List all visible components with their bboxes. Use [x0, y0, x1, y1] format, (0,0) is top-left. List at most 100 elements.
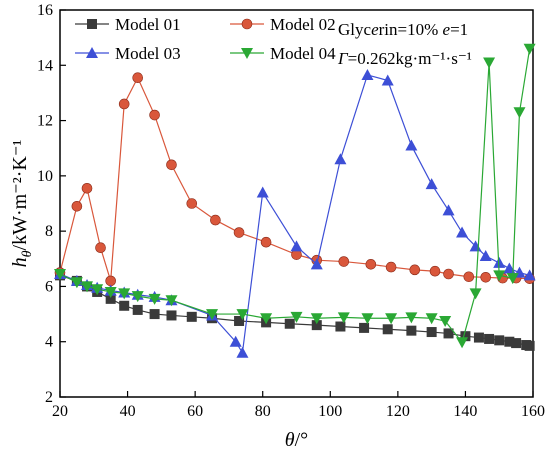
legend-item: Model 04: [230, 44, 336, 63]
data-point: [206, 309, 219, 321]
data-point: [405, 139, 418, 151]
legend-item: Model 02: [230, 15, 336, 34]
data-point: [382, 324, 393, 335]
data-point: [256, 186, 269, 198]
data-point: [456, 337, 469, 349]
data-point: [469, 288, 482, 300]
data-point: [166, 159, 177, 171]
data-point: [118, 98, 130, 110]
data-point: [105, 293, 116, 304]
data-point: [484, 333, 495, 344]
data-point: [284, 318, 295, 329]
x-tick-label: 100: [318, 403, 342, 420]
annotation-flow-rate: Γ=0.262kg·m⁻¹·s⁻¹: [337, 49, 472, 68]
y-tick-label: 6: [45, 278, 53, 295]
data-point: [337, 312, 350, 324]
legend-marker: [241, 18, 253, 30]
data-point: [385, 313, 398, 325]
data-point: [290, 311, 303, 323]
data-point: [381, 74, 394, 86]
data-point: [456, 226, 469, 238]
data-point: [310, 258, 323, 270]
x-tick-label: 160: [521, 403, 545, 420]
data-point: [523, 43, 536, 55]
data-point: [260, 236, 272, 248]
data-point: [236, 309, 249, 321]
legend-label: Model 04: [270, 44, 336, 63]
series-line: [59, 74, 530, 355]
y-tick-label: 14: [37, 57, 53, 74]
data-point: [149, 309, 160, 320]
y-tick-label: 8: [45, 223, 53, 240]
legend-marker: [86, 47, 98, 58]
data-point: [105, 275, 116, 287]
data-point: [233, 227, 245, 238]
data-point: [361, 68, 374, 80]
x-tick-label: 140: [453, 403, 477, 420]
data-point: [132, 72, 144, 84]
data-point: [118, 288, 131, 300]
legend: Model 01 Model 02 Model 03 Model 04: [75, 15, 336, 63]
series-line: [59, 274, 530, 347]
data-point: [385, 261, 397, 273]
data-point: [71, 200, 83, 212]
data-point: [425, 178, 438, 190]
y-tick-label: 4: [45, 334, 53, 351]
data-point: [426, 327, 437, 338]
data-point: [463, 271, 475, 283]
y-axis-label: hθ/kW·m⁻²·K⁻¹: [9, 140, 35, 268]
series-layer: [54, 43, 536, 358]
data-point: [166, 310, 177, 321]
data-point: [409, 264, 421, 276]
data-point: [335, 321, 346, 332]
data-point: [479, 250, 492, 262]
data-point: [81, 281, 94, 293]
legend-label: Model 02: [270, 15, 336, 34]
data-point: [119, 300, 130, 311]
legend-item: Model 03: [75, 44, 181, 63]
data-point: [473, 332, 484, 343]
data-point: [480, 272, 492, 283]
data-point: [439, 315, 452, 327]
annotation-glycerin: Glycerin=10% e=1: [338, 20, 468, 39]
data-point: [361, 313, 374, 325]
legend-item: Model 01: [75, 15, 181, 34]
data-point: [148, 293, 161, 305]
data-point: [460, 331, 471, 342]
data-point: [513, 107, 526, 119]
data-point: [132, 304, 143, 315]
x-tick-label: 80: [255, 403, 271, 420]
y-tick-label: 2: [45, 389, 53, 406]
data-point: [494, 335, 505, 346]
plot-frame: [59, 9, 534, 398]
data-point: [405, 312, 418, 324]
data-point: [443, 328, 454, 339]
data-point: [504, 336, 515, 347]
data-point: [406, 325, 417, 336]
data-point: [338, 256, 350, 267]
data-point: [429, 265, 441, 277]
data-point: [229, 335, 242, 347]
data-point: [425, 313, 438, 325]
data-point: [236, 346, 249, 358]
data-point: [234, 315, 245, 326]
data-point: [91, 284, 104, 296]
x-tick-label: 40: [120, 403, 136, 420]
data-point: [523, 269, 536, 281]
data-point: [131, 291, 144, 303]
x-tick-label: 60: [187, 403, 203, 420]
data-point: [524, 340, 535, 351]
data-point: [506, 273, 519, 285]
data-point: [54, 268, 66, 280]
x-axis-label: θ/°: [285, 429, 308, 451]
y-tick-label: 16: [37, 2, 53, 19]
data-point: [442, 204, 455, 216]
series-2: [54, 72, 535, 287]
data-point: [210, 214, 221, 226]
x-tick-label: 120: [386, 403, 410, 420]
data-point: [95, 242, 106, 254]
data-point: [260, 313, 273, 325]
data-point: [165, 295, 178, 307]
series-4: [54, 43, 536, 349]
